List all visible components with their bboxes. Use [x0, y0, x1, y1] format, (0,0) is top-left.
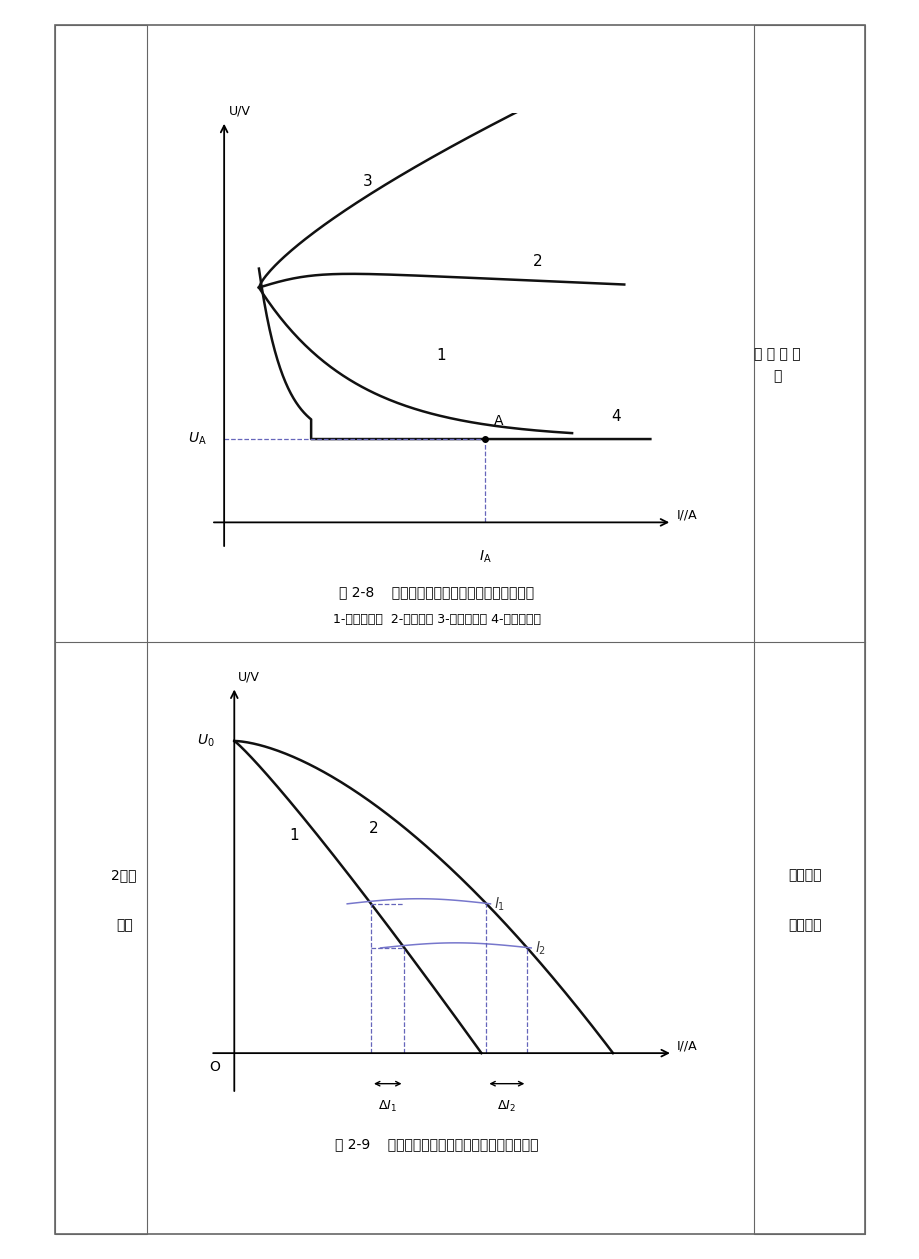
Text: $I_{\rm A}$: $I_{\rm A}$ — [478, 549, 491, 565]
Text: $\Delta I_1$: $\Delta I_1$ — [378, 1099, 397, 1114]
Text: $\Delta I_2$: $\Delta I_2$ — [497, 1099, 516, 1114]
Text: 1-下降外特性  2-平外特性 3-上升外特性 4-电弧静特性: 1-下降外特性 2-平外特性 3-上升外特性 4-电弧静特性 — [333, 613, 540, 626]
Text: 2: 2 — [532, 253, 541, 268]
Text: 图 2-9    不同下降度外特性曲线对焊接电流的影响: 图 2-9 不同下降度外特性曲线对焊接电流的影响 — [335, 1137, 539, 1151]
Text: 1: 1 — [437, 349, 446, 364]
Text: 4: 4 — [610, 409, 619, 424]
Text: U/V: U/V — [228, 104, 250, 117]
Text: $U_{\rm A}$: $U_{\rm A}$ — [187, 431, 207, 447]
Text: 3: 3 — [362, 174, 372, 189]
Text: $U_0$: $U_0$ — [197, 733, 214, 749]
Text: 图 2-8    弧焊电源的外特性与电弧静特性的关系: 图 2-8 弧焊电源的外特性与电弧静特性的关系 — [339, 585, 534, 599]
Text: I//A: I//A — [675, 509, 697, 521]
Text: U/V: U/V — [238, 670, 260, 684]
Text: 2、弧

特性: 2、弧 特性 — [111, 869, 137, 932]
Text: 焊电源外

曲线选择: 焊电源外 曲线选择 — [788, 869, 821, 932]
Text: 结 合 图 分
析: 结 合 图 分 析 — [754, 346, 800, 384]
Text: 1: 1 — [289, 827, 299, 842]
Text: 2: 2 — [369, 821, 379, 836]
Text: I//A: I//A — [676, 1040, 697, 1053]
Text: A: A — [494, 414, 503, 428]
Text: O: O — [209, 1060, 220, 1074]
Text: $l_2$: $l_2$ — [535, 939, 546, 957]
Text: $l_1$: $l_1$ — [494, 895, 505, 913]
